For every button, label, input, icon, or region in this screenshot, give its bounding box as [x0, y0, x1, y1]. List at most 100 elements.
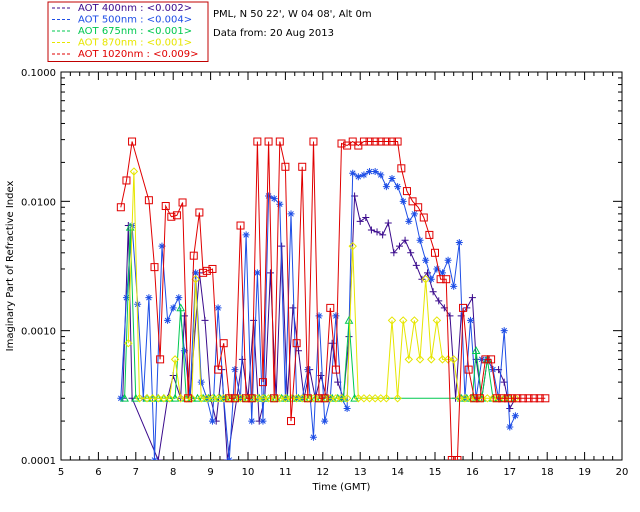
data-point: [242, 394, 251, 403]
data-point: [154, 456, 162, 460]
data-point: [379, 231, 387, 239]
data-point: [432, 316, 442, 325]
data-point: [281, 394, 290, 403]
x-tick-label: 20: [616, 467, 629, 478]
data-point: [410, 210, 418, 218]
data-point: [384, 219, 392, 227]
data-point: [131, 393, 141, 402]
data-point: [399, 197, 407, 205]
x-tick-label: 16: [466, 467, 479, 478]
data-point: [258, 378, 267, 387]
data-point: [425, 230, 434, 239]
axis-ticks: 5 6 7 8 9 10 11 12 13 14 15 16 17 18 19 20 0.0001 0.0010 0…: [21, 68, 628, 478]
data-point: [175, 294, 183, 302]
data-point: [253, 137, 262, 146]
data-point: [192, 269, 200, 277]
data-point: [170, 393, 180, 402]
data-point: [303, 394, 312, 403]
x-tick-label: 7: [133, 467, 139, 478]
data-point: [176, 394, 185, 403]
data-point: [304, 366, 312, 374]
data-point: [189, 251, 198, 260]
data-point: [214, 365, 223, 374]
data-point: [275, 137, 284, 146]
data-point: [332, 312, 340, 320]
data-point: [453, 456, 462, 460]
data-point: [366, 168, 374, 176]
x-tick-label: 9: [207, 467, 213, 478]
data-point: [367, 226, 375, 234]
data-point: [213, 394, 223, 403]
data-point: [362, 213, 370, 221]
data-point: [298, 162, 307, 171]
data-point: [421, 274, 430, 284]
data-point: [436, 275, 445, 284]
data-point: [475, 394, 484, 403]
data-point: [116, 203, 125, 212]
data-point: [356, 217, 364, 225]
legend-entry: AOT 500nm : <0.004>: [78, 15, 192, 26]
legend-entry: AOT 1020nm : <0.009>: [78, 49, 198, 60]
data-point: [172, 211, 181, 220]
data-point: [184, 394, 193, 403]
data-point: [402, 187, 411, 196]
data-point: [170, 355, 180, 364]
x-tick-label: 12: [316, 467, 329, 478]
data-point: [287, 417, 296, 426]
data-point: [309, 433, 317, 441]
data-point: [449, 355, 458, 364]
data-point: [180, 347, 188, 355]
data-point: [376, 394, 385, 403]
data-point: [289, 304, 297, 312]
data-point: [142, 394, 152, 403]
data-point: [202, 266, 211, 275]
data-point: [492, 394, 501, 403]
data-point: [117, 394, 125, 402]
data-point: [150, 263, 159, 272]
data-point: [433, 265, 441, 273]
site-label: PML, N 50 22', W 04 08', Alt 0m: [213, 9, 372, 20]
y-tick-label: 0.0001: [21, 456, 56, 467]
x-tick-label: 11: [279, 467, 292, 478]
data-point: [415, 355, 425, 364]
data-point: [259, 417, 267, 425]
data-point: [471, 346, 481, 355]
data-point: [360, 171, 368, 179]
data-point: [161, 202, 170, 211]
data-point: [393, 394, 402, 403]
data-point: [145, 294, 153, 302]
data-point: [124, 338, 133, 348]
data-point: [265, 192, 273, 200]
data-point: [429, 288, 437, 296]
data-point: [373, 228, 381, 236]
data-point: [219, 339, 228, 348]
date-label: Data from: 20 Aug 2013: [213, 28, 334, 39]
data-point: [401, 236, 409, 244]
data-point: [331, 365, 340, 374]
data-point: [253, 269, 261, 277]
data-point: [382, 394, 391, 403]
data-point: [397, 164, 406, 173]
legend: AOT 400nm : <0.002>AOT 500nm : <0.004> AO…: [47, 1, 209, 62]
data-point: [419, 213, 428, 222]
data-point: [359, 137, 368, 146]
x-tick-label: 8: [170, 467, 176, 478]
data-point: [405, 217, 413, 225]
x-tick-label: 18: [541, 467, 554, 478]
data-point: [348, 137, 357, 146]
data-point: [481, 355, 490, 364]
legend-entry: AOT 400nm : <0.002>: [78, 3, 192, 14]
data-point: [202, 394, 212, 403]
y-axis-title: Imaginary Part of Refractive Index: [5, 181, 16, 352]
data-point: [337, 139, 346, 148]
data-point: [350, 393, 359, 402]
data-point: [455, 239, 463, 247]
data-point: [321, 417, 329, 425]
data-point: [530, 394, 539, 403]
data-point: [270, 195, 278, 203]
data-point: [349, 169, 357, 177]
x-axis-title: Time (GMT): [312, 482, 371, 493]
x-tick-label: 6: [95, 467, 101, 478]
data-point: [278, 242, 286, 250]
